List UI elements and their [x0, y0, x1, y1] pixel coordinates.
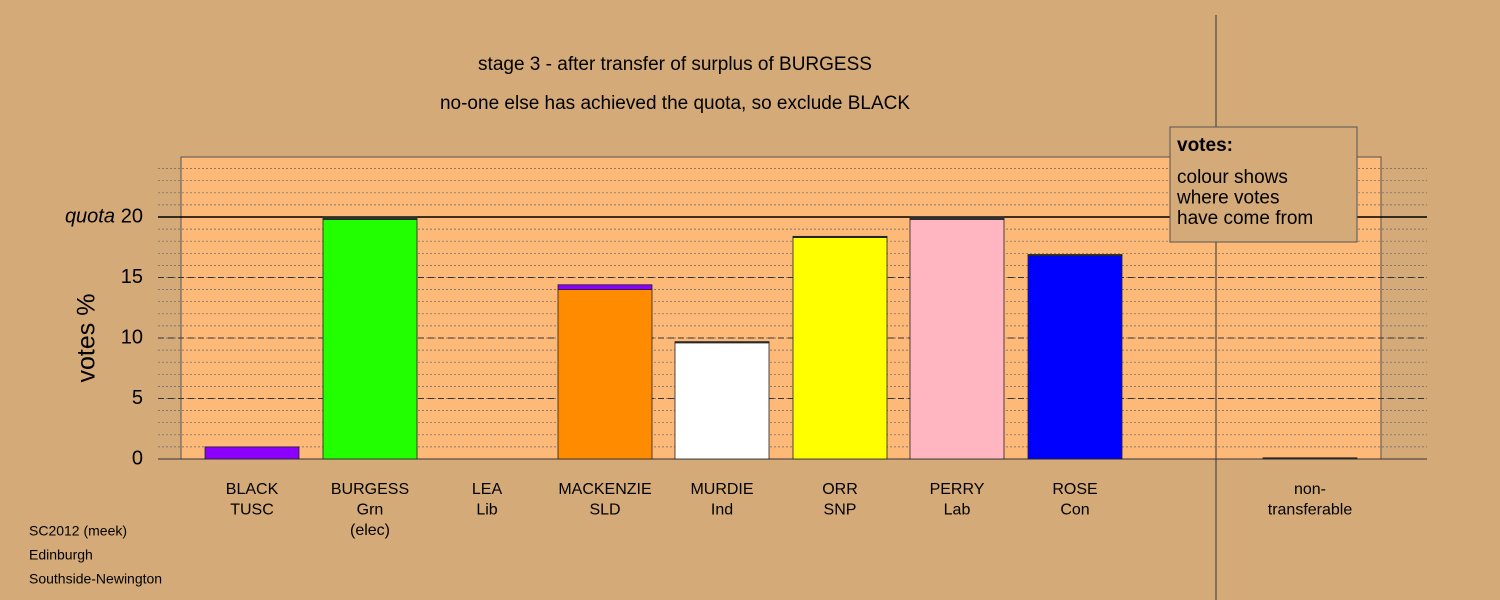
x-tick-label: BLACK: [226, 481, 279, 498]
legend-box: [1169, 126, 1358, 243]
x-tick-label: ROSE: [1052, 481, 1097, 498]
y-axis-label: votes %: [73, 294, 101, 383]
bar-segment: [674, 341, 770, 344]
bar-segment: [1262, 457, 1358, 460]
bar-segment: [1027, 254, 1123, 257]
x-tick-label: Con: [1060, 502, 1089, 519]
x-tick-label: non-: [1294, 481, 1326, 498]
bar-segment: [909, 219, 1005, 460]
bar-segment: [674, 342, 770, 460]
x-tick-label: MACKENZIE: [558, 481, 651, 498]
y-tick-label: 20: [121, 205, 143, 227]
x-tick-label: SNP: [824, 502, 857, 519]
x-tick-label: (elec): [350, 522, 390, 539]
x-tick-label: transferable: [1268, 502, 1353, 519]
x-tick-label: ORR: [822, 481, 858, 498]
bar-segment: [792, 235, 888, 238]
x-tick-label: LEA: [472, 481, 503, 498]
bar-segment: [909, 216, 1005, 220]
x-tick-label: Grn: [357, 502, 384, 519]
bar-segment: [322, 216, 418, 220]
y-tick-label: 15: [121, 266, 143, 288]
quota-label: quota: [65, 205, 115, 227]
y-tick-label: 5: [132, 387, 143, 409]
bar-segment: [792, 237, 888, 460]
bar-segment: [557, 284, 653, 291]
bar-segment: [204, 446, 300, 460]
x-tick-label: MURDIE: [690, 481, 753, 498]
bar-segment: [557, 289, 653, 460]
bar-segment: [1027, 255, 1123, 460]
x-tick-label: Ind: [711, 502, 733, 519]
x-tick-label: BURGESS: [331, 481, 409, 498]
x-tick-label: Lab: [944, 502, 971, 519]
legend-text: colour shows: [1177, 167, 1288, 188]
x-tick-label: Lib: [476, 502, 497, 519]
y-tick-label: 10: [121, 326, 143, 348]
y-tick-label: 0: [132, 447, 143, 469]
chart-title: stage 3 - after transfer of surplus of B…: [478, 54, 872, 75]
footnote: Edinburgh: [29, 547, 93, 563]
chart-subtitle: no-one else has achieved the quota, so e…: [440, 93, 910, 114]
footnote: Southside-Newington: [29, 571, 162, 587]
legend-text: where votes: [1176, 188, 1279, 209]
x-tick-label: SLD: [589, 502, 620, 519]
x-tick-label: TUSC: [230, 502, 274, 519]
x-tick-label: PERRY: [930, 481, 985, 498]
legend-text: have come from: [1177, 208, 1313, 229]
legend-title: votes:: [1177, 135, 1233, 156]
footnote: SC2012 (meek): [29, 523, 127, 539]
bar-segment: [322, 219, 418, 460]
